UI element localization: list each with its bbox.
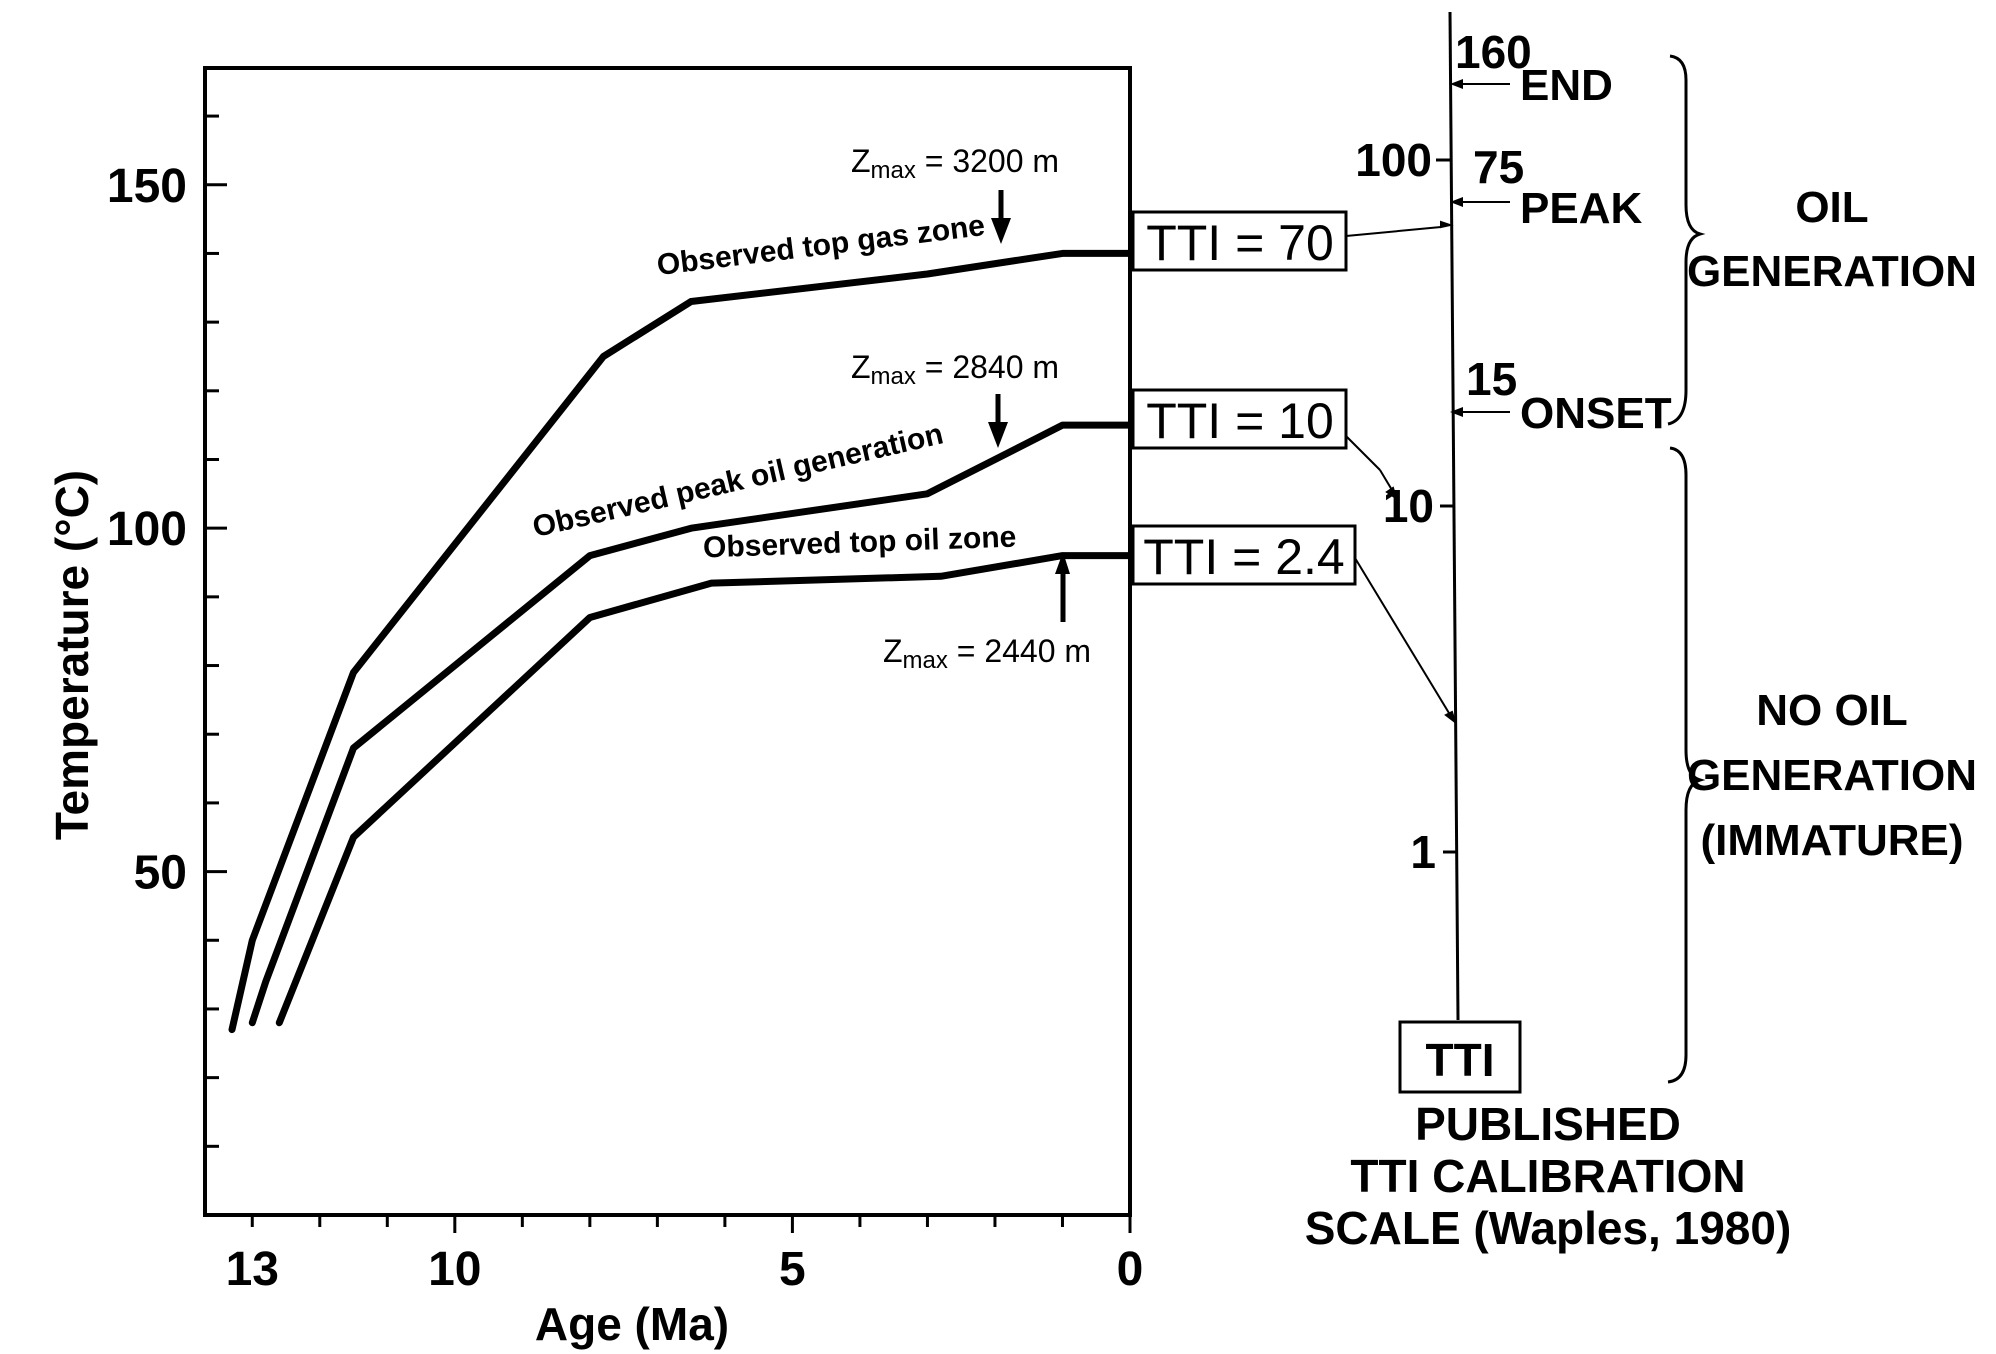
svg-text:PUBLISHED: PUBLISHED (1415, 1098, 1681, 1150)
calibration-axis-line (1448, 11, 1460, 1021)
tti-box-70: TTI = 70 (1131, 210, 1348, 272)
svg-text:PEAK: PEAK (1520, 184, 1642, 233)
zmax-arrow-2840 (988, 394, 1008, 448)
svg-text:TTI = 2.4: TTI = 2.4 (1143, 529, 1344, 585)
brace-no-oil-generation (1667, 446, 1706, 1084)
x-axis-ticks: 13 10 5 0 (226, 1215, 1144, 1296)
tti-box-2-4: TTI = 2.4 (1131, 524, 1357, 586)
zmax-label-2440: Zmax = 2440 m (883, 633, 1091, 674)
svg-text:75: 75 (1473, 141, 1524, 193)
x-tick-label: 13 (226, 1243, 279, 1296)
svg-text:TTI = 10: TTI = 10 (1146, 393, 1334, 449)
svg-text:TTI = 70: TTI = 70 (1146, 215, 1334, 271)
x-tick-label: 0 (1117, 1243, 1144, 1296)
marker-peak: 75 PEAK (1450, 141, 1642, 233)
region-oil-generation: OIL GENERATION (1687, 183, 1977, 296)
calibration-tick-1: 1 (1410, 826, 1456, 878)
series-line-top-gas-zone (228, 249, 1134, 1034)
svg-text:15: 15 (1466, 353, 1517, 405)
calibration-caption: PUBLISHED TTI CALIBRATION SCALE (Waples,… (1305, 1098, 1792, 1254)
tti-connectors (1345, 220, 1457, 725)
svg-text:GENERATION: GENERATION (1687, 247, 1977, 296)
svg-text:160: 160 (1455, 26, 1532, 78)
svg-text:SCALE (Waples, 1980): SCALE (Waples, 1980) (1305, 1202, 1792, 1254)
x-axis-title: Age (Ma) (535, 1298, 729, 1350)
zmax-label-2840: Zmax = 2840 m (851, 349, 1059, 390)
region-no-oil-generation: NO OIL GENERATION (IMMATURE) (1687, 686, 1977, 865)
zmax-arrow-3200 (991, 190, 1011, 244)
y-tick-label: 100 (107, 503, 187, 556)
zmax-arrow-2440 (1055, 552, 1070, 622)
calibration-axis-label: TTI (1398, 1020, 1522, 1094)
svg-text:END: END (1520, 61, 1613, 110)
y-axis-ticks: 150 100 50 (107, 114, 227, 1148)
svg-text:1: 1 (1410, 826, 1436, 878)
svg-text:NO OIL: NO OIL (1756, 686, 1908, 735)
x-tick-label: 10 (428, 1243, 481, 1296)
series-label-top-oil: Observed top oil zone (703, 521, 1017, 565)
calibration-tick-10: 10 (1383, 480, 1453, 532)
y-tick-label: 150 (107, 160, 187, 213)
tti-box-10: TTI = 10 (1131, 388, 1348, 450)
y-axis-title: Temperature (°C) (46, 470, 98, 840)
calibration-tick-100: 100 (1355, 134, 1450, 186)
marker-onset: 15 ONSET (1450, 353, 1672, 438)
y-tick-label: 50 (134, 847, 187, 900)
svg-text:(IMMATURE): (IMMATURE) (1700, 816, 1963, 865)
series-line-top-oil-zone (275, 552, 1134, 1027)
svg-text:OIL: OIL (1795, 183, 1868, 232)
svg-text:10: 10 (1383, 480, 1434, 532)
svg-text:100: 100 (1355, 134, 1432, 186)
svg-text:TTI CALIBRATION: TTI CALIBRATION (1350, 1150, 1745, 1202)
marker-end: 160 END (1450, 26, 1613, 110)
plot-frame (203, 66, 1132, 1217)
series-line-peak-oil-generation (248, 421, 1134, 1027)
svg-text:ONSET: ONSET (1520, 389, 1672, 438)
svg-text:TTI: TTI (1426, 1034, 1495, 1086)
svg-text:GENERATION: GENERATION (1687, 751, 1977, 800)
brace-oil-generation (1667, 54, 1706, 426)
x-tick-label: 5 (779, 1243, 806, 1296)
zmax-label-3200: Zmax = 3200 m (851, 143, 1059, 184)
